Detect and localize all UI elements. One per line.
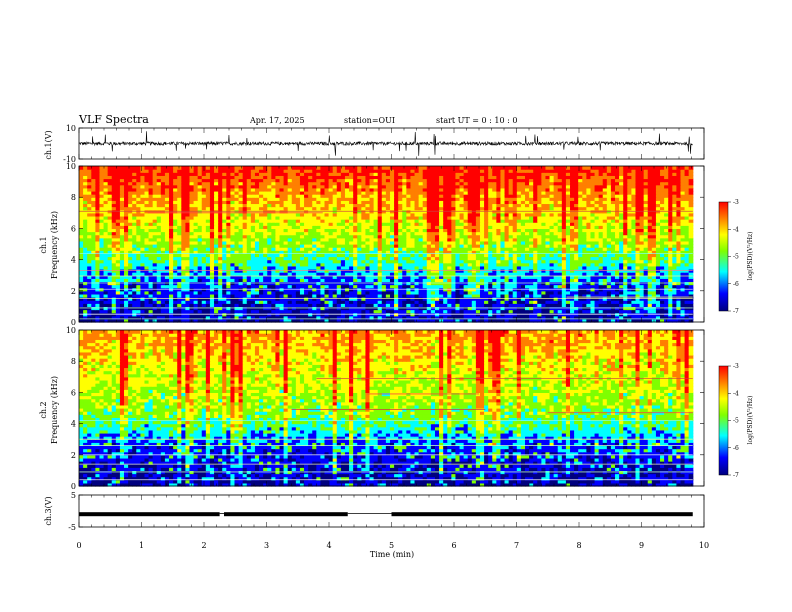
spectrogram-cells: [79, 166, 693, 323]
ch1-signal-trace: [79, 131, 693, 156]
date-label: Apr. 17, 2025: [249, 116, 305, 125]
station-label: station=OUI: [344, 116, 395, 125]
ch1-waveform-panel: 10-10: [63, 124, 704, 164]
start-time-label: start UT = 0 : 10 : 0: [436, 116, 517, 125]
figure-title: VLF Spectra: [78, 113, 149, 126]
ch1-waveform-y-tick-label: 10: [66, 124, 76, 133]
